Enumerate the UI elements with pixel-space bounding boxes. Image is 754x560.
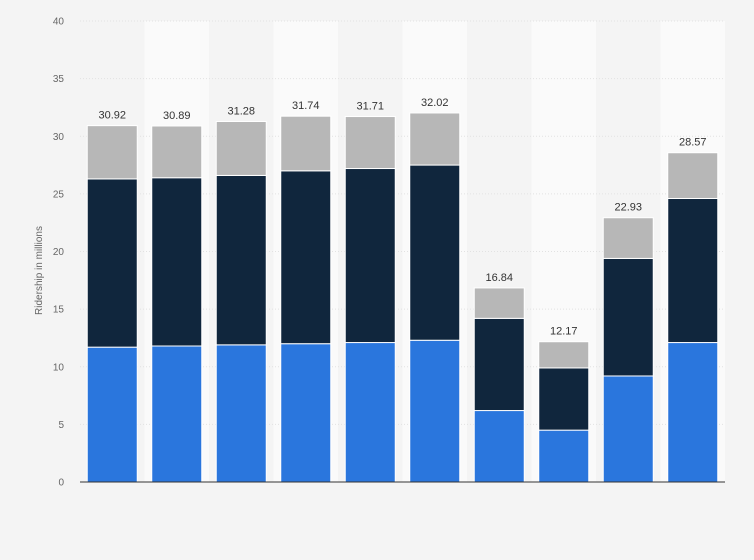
bar-segment-1[interactable] (151, 345, 203, 483)
bar-segment-1[interactable] (602, 375, 654, 483)
bar-segment-1[interactable] (409, 339, 461, 483)
y-tick-label: 40 (53, 17, 65, 28)
y-tick-label: 0 (58, 478, 64, 489)
total-data-label: 32.02 (421, 97, 449, 109)
bar-segment-3[interactable] (280, 115, 332, 172)
bar-segment-2[interactable] (667, 197, 719, 344)
bar-segment-3[interactable] (151, 125, 203, 179)
total-data-label: 31.28 (227, 105, 255, 117)
y-axis-title: Ridership in millions (34, 226, 45, 315)
total-data-label: 12.17 (550, 326, 578, 338)
bar-segment-3[interactable] (473, 287, 525, 319)
total-data-label: 30.89 (163, 110, 191, 122)
bar-segment-2[interactable] (215, 174, 267, 346)
y-tick-label: 30 (53, 132, 65, 143)
y-tick-label: 35 (53, 74, 65, 85)
bar-segment-1[interactable] (538, 429, 590, 483)
total-data-label: 31.71 (356, 101, 384, 113)
total-data-label: 28.57 (679, 137, 707, 149)
bar-segment-3[interactable] (215, 120, 267, 176)
total-data-label: 31.74 (292, 100, 320, 112)
y-tick-label: 25 (53, 189, 65, 200)
bar-segment-1[interactable] (473, 410, 525, 483)
total-data-label: 22.93 (614, 202, 642, 214)
bar-segment-2[interactable] (538, 367, 590, 431)
bar-segment-1[interactable] (344, 342, 396, 483)
bar-segment-2[interactable] (344, 168, 396, 344)
bar-segment-1[interactable] (215, 344, 267, 483)
bars (86, 112, 719, 483)
bar-segment-2[interactable] (86, 178, 138, 348)
bar-segment-3[interactable] (409, 112, 461, 166)
bar-segment-2[interactable] (280, 170, 332, 345)
bar-segment-2[interactable] (473, 317, 525, 412)
y-tick-label: 20 (53, 247, 65, 258)
bar-segment-3[interactable] (344, 116, 396, 170)
total-data-label: 30.92 (98, 110, 126, 122)
bar-segment-1[interactable] (667, 342, 719, 483)
bar-segment-3[interactable] (667, 152, 719, 199)
bar-segment-1[interactable] (280, 343, 332, 483)
bar-segment-3[interactable] (602, 217, 654, 259)
bar-segment-3[interactable] (538, 341, 590, 369)
total-data-label: 16.84 (485, 272, 513, 284)
y-tick-labels: 0 5 10 15 20 25 30 35 40 (53, 17, 65, 489)
y-tick-label: 15 (53, 305, 65, 316)
bar-segment-2[interactable] (602, 257, 654, 377)
bar-segment-1[interactable] (86, 346, 138, 483)
y-tick-label: 10 (53, 362, 65, 373)
bar-segment-3[interactable] (86, 125, 138, 180)
bar-segment-2[interactable] (409, 164, 461, 341)
total-labels: 30.92 30.89 31.28 31.74 31.71 32.02 16.84 12.17… (98, 97, 706, 338)
y-tick-label: 5 (58, 420, 64, 431)
bar-segment-2[interactable] (151, 177, 203, 347)
